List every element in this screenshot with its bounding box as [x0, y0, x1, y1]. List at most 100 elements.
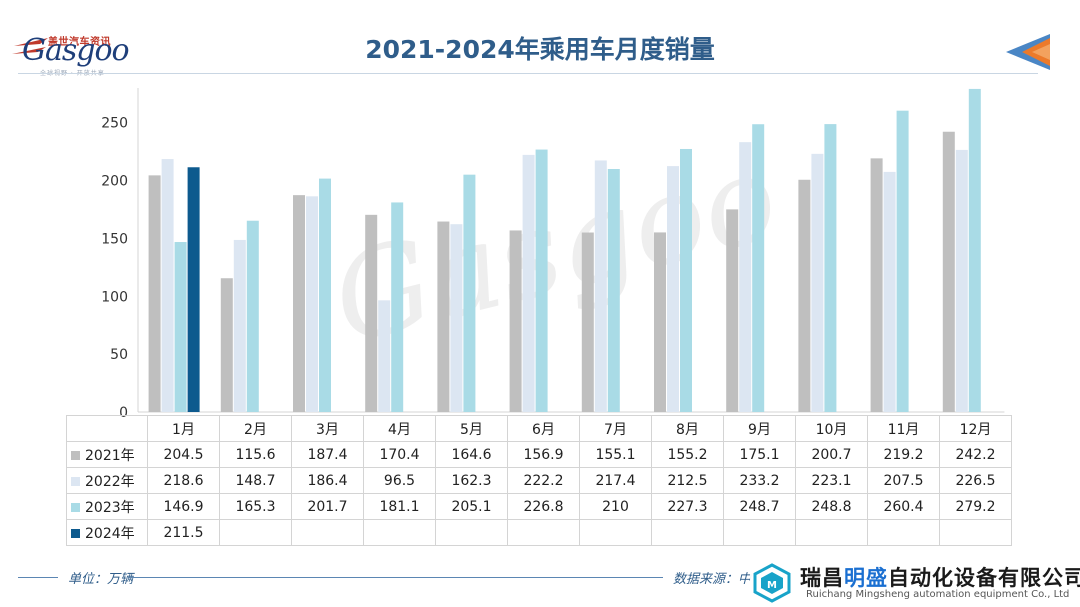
data-label: 248.7: [723, 493, 796, 520]
x-tick-label: 7月: [579, 415, 652, 442]
table-row: 2023年 146.9 165.3 201.7 181.1 205.1 226.8 210 22…: [66, 493, 1012, 520]
data-label: 155.2: [651, 441, 724, 468]
data-label: 170.4: [363, 441, 436, 468]
x-tick-label: 8月: [651, 415, 724, 442]
data-label: [939, 519, 1012, 546]
bar-2022年-9月: [739, 142, 752, 412]
legend-entry: 2023年: [66, 493, 148, 520]
bar-2023年-7月: [607, 169, 620, 412]
x-tick-label: 3月: [291, 415, 364, 442]
bar-2021年-9月: [726, 209, 739, 412]
x-tick-label: 5月: [435, 415, 508, 442]
legend-label: 2024年: [85, 525, 135, 542]
x-tick-label: 2月: [219, 415, 292, 442]
bar-2023年-4月: [391, 202, 404, 412]
data-label: 187.4: [291, 441, 364, 468]
logo-text-cn: 盖世汽车资讯: [48, 37, 111, 48]
data-label: 201.7: [291, 493, 364, 520]
y-tick-label: 50: [110, 347, 128, 363]
legend-swatch: [71, 451, 80, 460]
data-label: 233.2: [723, 467, 796, 494]
data-label: 155.1: [579, 441, 652, 468]
bar-2021年-2月: [220, 278, 233, 412]
bar-2022年-3月: [306, 196, 318, 412]
bar-2021年-5月: [437, 221, 450, 412]
data-label: 165.3: [219, 493, 292, 520]
overlay-watermark: [750, 560, 1080, 607]
bar-2022年-2月: [233, 239, 246, 412]
bar-2022年-10月: [811, 153, 824, 412]
bar-2021年-11月: [870, 158, 883, 412]
data-label: 146.9: [147, 493, 220, 520]
svg-text:M: M: [767, 580, 777, 591]
data-label: 115.6: [219, 441, 292, 468]
bar-2023年-6月: [535, 149, 548, 412]
bar-2023年-1月: [174, 242, 187, 412]
data-label: 181.1: [363, 493, 436, 520]
x-tick-label: 10月: [795, 415, 868, 442]
data-label: 217.4: [579, 467, 652, 494]
x-tick-label: 12月: [939, 415, 1012, 442]
y-tick-label: 250: [101, 116, 128, 132]
data-label: [651, 519, 724, 546]
footer-rule-left: [18, 577, 58, 578]
bar-2021年-7月: [581, 232, 594, 412]
bar-2023年-9月: [752, 124, 765, 413]
data-label: 227.3: [651, 493, 724, 520]
legend-swatch: [71, 503, 80, 512]
data-label: 96.5: [363, 467, 436, 494]
logo-text-en: Gasgoo: [22, 33, 130, 68]
bar-2023年-11月: [896, 110, 909, 413]
bar-2022年-8月: [667, 166, 679, 412]
data-label: [219, 519, 292, 546]
legend-label: 2023年: [85, 499, 135, 516]
data-label: 222.2: [507, 467, 580, 494]
data-label: 175.1: [723, 441, 796, 468]
bar-2021年-4月: [365, 214, 378, 412]
bar-2021年-10月: [798, 179, 811, 412]
table-header-row: 1月 2月 3月 4月 5月 6月 7月 8月 9月 10月 11月 12月: [66, 415, 1012, 442]
bar-2022年-4月: [378, 300, 391, 412]
bar-2022年-1月: [161, 159, 174, 412]
bar-2022年-6月: [522, 154, 535, 412]
data-label: 205.1: [435, 493, 508, 520]
bar-2024年-1月: [187, 167, 200, 412]
data-label: 148.7: [219, 467, 292, 494]
data-label: 219.2: [867, 441, 940, 468]
corner-arrow-icon: [1006, 34, 1050, 70]
data-label: [579, 519, 652, 546]
y-tick-label: 200: [101, 174, 128, 190]
watermark-cn-part-a: 瑞昌: [800, 566, 844, 590]
data-label: 218.6: [147, 467, 220, 494]
x-tick-label: 11月: [867, 415, 940, 442]
data-label: 226.8: [507, 493, 580, 520]
watermark-company-en: Ruichang Mingsheng automation equipment …: [806, 589, 1070, 600]
table-row: 2022年 218.6 148.7 186.4 96.5 162.3 222.2 217.4 2…: [66, 467, 1012, 494]
x-tick-label: 9月: [723, 415, 796, 442]
watermark-cn-part-c: 自动化设备有限公司: [888, 566, 1080, 590]
data-label: 162.3: [435, 467, 508, 494]
watermark-cn-highlight: 明盛: [844, 566, 888, 590]
table-corner-cell: [66, 415, 148, 442]
data-label: 226.5: [939, 467, 1012, 494]
y-tick-label: 100: [101, 289, 128, 305]
x-tick-label: 6月: [507, 415, 580, 442]
source-note: 数据来源：中: [673, 572, 752, 587]
data-label: 242.2: [939, 441, 1012, 468]
gasgoo-logo: [10, 28, 140, 80]
bar-2023年-5月: [463, 174, 476, 412]
data-label: [435, 519, 508, 546]
bar-2021年-8月: [654, 232, 666, 412]
bar-2023年-3月: [319, 178, 331, 412]
data-label: [723, 519, 796, 546]
data-label: [363, 519, 436, 546]
data-label: 207.5: [867, 467, 940, 494]
hex-logo-icon: M: [753, 563, 791, 603]
bar-2021年-6月: [509, 230, 522, 412]
bar-2022年-5月: [450, 224, 463, 412]
data-label: 223.1: [795, 467, 868, 494]
data-label: 212.5: [651, 467, 724, 494]
bar-2023年-12月: [968, 88, 981, 412]
bar-2023年-2月: [246, 220, 259, 412]
title-divider: [18, 73, 1038, 74]
